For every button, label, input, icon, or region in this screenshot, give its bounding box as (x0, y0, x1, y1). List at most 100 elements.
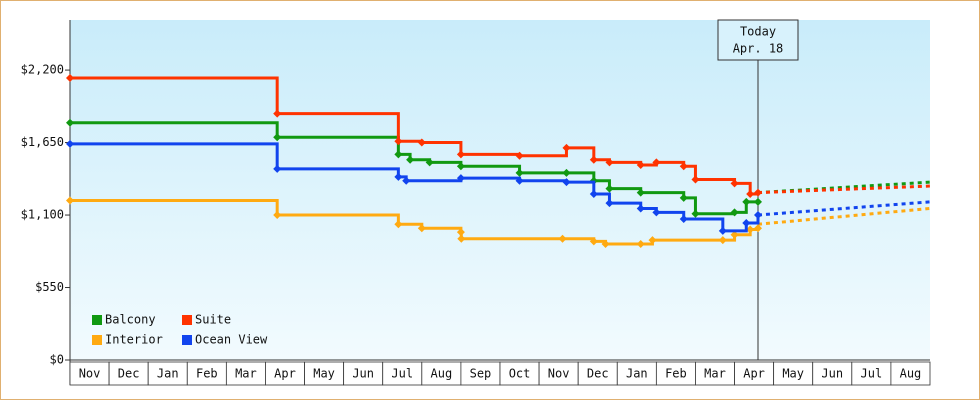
x-tick-label: Jun (821, 367, 843, 381)
price-point (456, 228, 465, 237)
price-point (742, 218, 751, 227)
price-point (66, 139, 74, 148)
price-point (636, 204, 645, 213)
price-point (417, 138, 426, 147)
x-tick-label: Mar (235, 367, 257, 381)
price-point (636, 240, 645, 249)
price-point (652, 208, 661, 217)
today-label: Today (740, 25, 776, 39)
x-tick-label: Jan (157, 367, 179, 381)
price-point (691, 175, 700, 184)
price-point (66, 196, 74, 205)
price-point (417, 224, 426, 233)
price-point (679, 193, 688, 202)
price-point (562, 143, 571, 152)
x-tick-label: May (313, 367, 335, 381)
x-tick-label: Dec (118, 367, 140, 381)
price-point (601, 240, 610, 249)
price-point (66, 118, 74, 127)
x-tick-label: Jul (391, 367, 413, 381)
price-point (742, 197, 751, 206)
price-point (558, 234, 567, 243)
price-point (457, 234, 466, 243)
price-point (273, 164, 282, 173)
price-point (746, 225, 755, 234)
y-tick-label: $1,100 (21, 208, 64, 222)
price-point (636, 188, 645, 197)
price-point (754, 188, 762, 197)
y-tick-label: $2,200 (21, 63, 64, 77)
price-point (66, 73, 74, 82)
price-point (691, 209, 700, 218)
month-cell (890, 361, 931, 386)
price-point (515, 151, 524, 160)
price-point (754, 197, 762, 206)
price-point (273, 133, 282, 142)
x-tick-label: Oct (509, 367, 531, 381)
x-tick-label: Dec (587, 367, 609, 381)
legend-swatch (182, 315, 192, 325)
price-point (754, 224, 762, 233)
price-point (730, 208, 739, 217)
price-point (394, 137, 403, 146)
price-point (605, 199, 614, 208)
x-tick-label: Apr (274, 367, 296, 381)
x-tick-label: Feb (196, 367, 218, 381)
y-tick-label: $1,650 (21, 135, 64, 149)
legend-label: Interior (105, 333, 163, 347)
legend-label: Suite (195, 313, 231, 327)
price-point (718, 236, 727, 245)
today-box (717, 19, 799, 61)
price-point (515, 168, 524, 177)
price-point (394, 172, 403, 181)
price-point (456, 174, 465, 183)
price-point (394, 220, 403, 229)
price-point (515, 176, 524, 185)
legend-swatch (92, 315, 102, 325)
x-tick-label: Sep (470, 367, 492, 381)
price-point (648, 236, 657, 245)
today-label: Apr. 18 (733, 42, 784, 56)
x-tick-label: Jul (861, 367, 883, 381)
y-tick-label: $0 (50, 353, 64, 367)
legend-label: Ocean View (195, 333, 268, 347)
legend-label: Balcony (105, 313, 156, 327)
x-tick-label: Jan (626, 367, 648, 381)
x-tick-label: Mar (704, 367, 726, 381)
price-point (425, 158, 434, 167)
price-point (746, 189, 755, 198)
price-point (273, 211, 282, 220)
price-point (730, 230, 739, 239)
price-point (652, 158, 661, 167)
x-tick-label: Apr (743, 367, 765, 381)
price-point (636, 160, 645, 169)
price-point (394, 150, 403, 159)
price-point (679, 162, 688, 171)
price-point (589, 237, 598, 246)
price-point (402, 176, 411, 185)
price-point (456, 150, 465, 159)
price-point (456, 162, 465, 171)
legend-swatch (182, 335, 192, 345)
price-point (589, 155, 598, 164)
price-line (70, 121, 758, 216)
legend-swatch (92, 335, 102, 345)
x-tick-label: Feb (665, 367, 687, 381)
price-point (730, 179, 739, 188)
x-tick-label: Aug (900, 367, 922, 381)
price-point (562, 178, 571, 187)
price-point (679, 214, 688, 223)
price-point (406, 155, 415, 164)
price-point (718, 226, 727, 235)
x-tick-label: Nov (79, 367, 101, 381)
price-point (562, 168, 571, 177)
x-tick-label: Aug (431, 367, 453, 381)
x-tick-label: Jun (352, 367, 374, 381)
price-point (605, 158, 614, 167)
price-point (273, 109, 282, 118)
price-point (605, 184, 614, 193)
x-tick-label: Nov (548, 367, 570, 381)
price-point (589, 189, 598, 198)
y-tick-label: $550 (35, 280, 64, 294)
